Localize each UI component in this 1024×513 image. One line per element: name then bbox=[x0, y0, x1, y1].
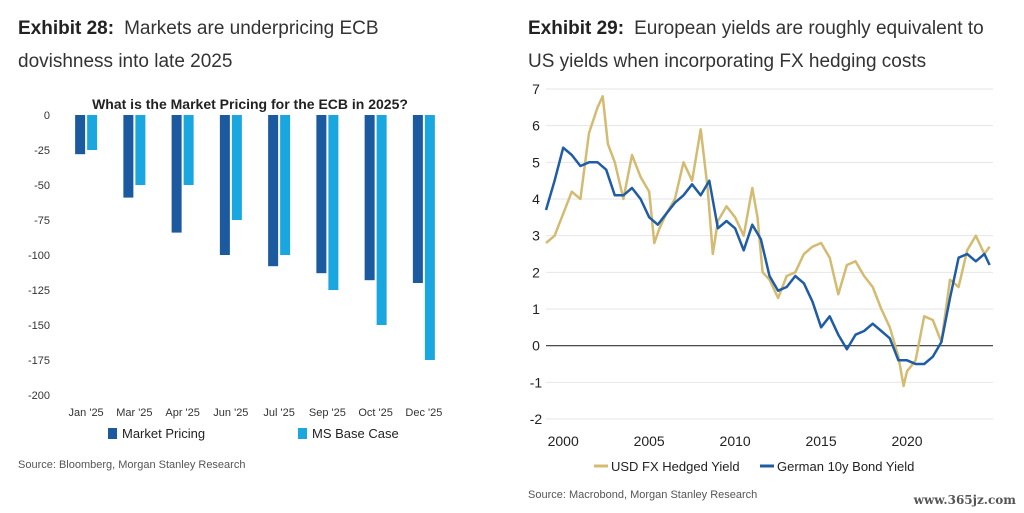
x-tick-label: Mar '25 bbox=[116, 407, 152, 419]
bar bbox=[135, 115, 146, 185]
chart-title: What is the Market Pricing for the ECB i… bbox=[92, 96, 408, 112]
y-tick-label: -50 bbox=[34, 180, 50, 192]
x-tick-label: Apr '25 bbox=[165, 407, 200, 419]
series-line bbox=[545, 95, 991, 388]
y-tick-label: -175 bbox=[28, 355, 50, 367]
y-tick-label: -150 bbox=[28, 320, 50, 332]
y-tick-label: -200 bbox=[28, 390, 50, 402]
bar bbox=[183, 115, 194, 185]
exhibit-28-title: Markets are underpricing ECB dovishness … bbox=[18, 18, 379, 72]
x-tick-label: 2020 bbox=[891, 433, 922, 449]
y-tick-label: -75 bbox=[34, 215, 50, 227]
x-tick-label: 2005 bbox=[634, 433, 665, 449]
x-tick-label: 2015 bbox=[805, 433, 836, 449]
bar bbox=[424, 115, 435, 360]
bar bbox=[328, 115, 339, 290]
exhibit-29-title: European yields are roughly equivalent t… bbox=[528, 18, 984, 72]
y-tick-label: 5 bbox=[532, 154, 540, 170]
bar bbox=[268, 115, 279, 267]
exhibit-29-heading: Exhibit 29: European yields are roughly e… bbox=[528, 12, 1008, 78]
y-tick-label: -25 bbox=[34, 145, 50, 157]
x-tick-label: Jan '25 bbox=[69, 407, 104, 419]
x-tick-label: 2000 bbox=[548, 433, 579, 449]
ecb-pricing-bar-chart: What is the Market Pricing for the ECB i… bbox=[28, 96, 442, 441]
bar bbox=[123, 115, 134, 198]
bar bbox=[219, 115, 230, 255]
y-tick-label: 2 bbox=[532, 264, 540, 280]
bar bbox=[412, 115, 423, 283]
y-tick-label: -2 bbox=[530, 411, 543, 427]
legend-swatch bbox=[298, 428, 307, 439]
exhibit-29-label: Exhibit 29: bbox=[528, 18, 625, 39]
y-tick-label: -1 bbox=[530, 374, 543, 390]
y-tick-label: 0 bbox=[532, 338, 540, 354]
bar bbox=[280, 115, 291, 255]
exhibit-28-heading: Exhibit 28: Markets are underpricing ECB … bbox=[18, 12, 418, 78]
legend-label: MS Base Case bbox=[312, 426, 399, 441]
x-tick-label: Jul '25 bbox=[263, 407, 294, 419]
legend-label: German 10y Bond Yield bbox=[777, 459, 914, 474]
x-tick-label: Oct '25 bbox=[358, 407, 393, 419]
exhibit-28-source: Source: Bloomberg, Morgan Stanley Resear… bbox=[18, 459, 246, 471]
y-tick-label: 3 bbox=[532, 228, 540, 244]
bar bbox=[364, 115, 375, 281]
y-tick-label: -100 bbox=[28, 250, 50, 262]
y-tick-label: 1 bbox=[532, 301, 540, 317]
y-tick-label: 0 bbox=[44, 110, 50, 122]
legend-label: USD FX Hedged Yield bbox=[611, 459, 740, 474]
y-tick-label: 4 bbox=[532, 191, 540, 207]
x-tick-label: Dec '25 bbox=[405, 407, 442, 419]
y-tick-label: 6 bbox=[532, 118, 540, 134]
exhibit-28-label: Exhibit 28: bbox=[18, 18, 115, 39]
bar bbox=[316, 115, 327, 274]
watermark: www.365jz.com bbox=[913, 493, 1016, 507]
x-tick-label: 2010 bbox=[720, 433, 751, 449]
x-tick-label: Jun '25 bbox=[213, 407, 248, 419]
y-tick-label: -125 bbox=[28, 285, 50, 297]
exhibit-29-source: Source: Macrobond, Morgan Stanley Resear… bbox=[528, 489, 758, 501]
bar bbox=[231, 115, 242, 220]
legend-label: Market Pricing bbox=[122, 426, 205, 441]
bar bbox=[376, 115, 387, 325]
y-tick-label: 7 bbox=[532, 81, 540, 97]
bar bbox=[171, 115, 182, 233]
x-tick-label: Sep '25 bbox=[309, 407, 346, 419]
series-line bbox=[544, 146, 991, 366]
bar bbox=[75, 115, 86, 155]
legend-swatch bbox=[108, 428, 117, 439]
bar bbox=[87, 115, 98, 150]
